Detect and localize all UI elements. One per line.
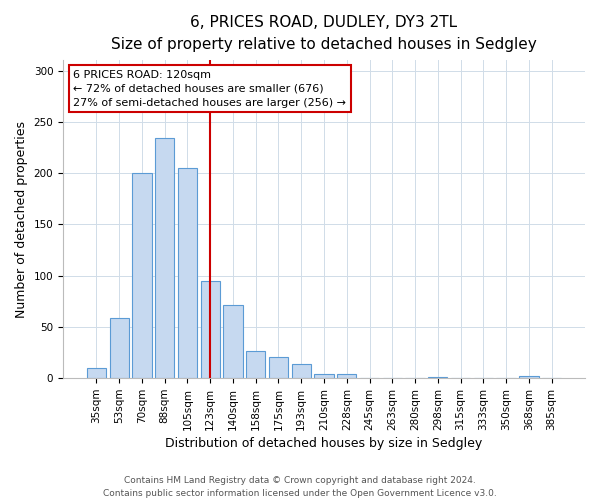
Bar [110, 318, 129, 378]
Text: Contains HM Land Registry data © Crown copyright and database right 2024.
Contai: Contains HM Land Registry data © Crown c… [103, 476, 497, 498]
Bar [223, 306, 242, 378]
Text: 6 PRICES ROAD: 120sqm
← 72% of detached houses are smaller (676)
27% of semi-det: 6 PRICES ROAD: 120sqm ← 72% of detached … [73, 70, 346, 108]
Bar [132, 173, 152, 378]
Title: 6, PRICES ROAD, DUDLEY, DY3 2TL
Size of property relative to detached houses in : 6, PRICES ROAD, DUDLEY, DY3 2TL Size of … [111, 15, 537, 52]
Bar [200, 281, 220, 378]
Bar [155, 138, 175, 378]
Y-axis label: Number of detached properties: Number of detached properties [15, 121, 28, 318]
Bar [269, 356, 288, 378]
Bar [246, 350, 265, 378]
Bar [519, 376, 539, 378]
X-axis label: Distribution of detached houses by size in Sedgley: Distribution of detached houses by size … [166, 437, 482, 450]
Bar [428, 377, 448, 378]
Bar [337, 374, 356, 378]
Bar [87, 368, 106, 378]
Bar [314, 374, 334, 378]
Bar [292, 364, 311, 378]
Bar [178, 168, 197, 378]
